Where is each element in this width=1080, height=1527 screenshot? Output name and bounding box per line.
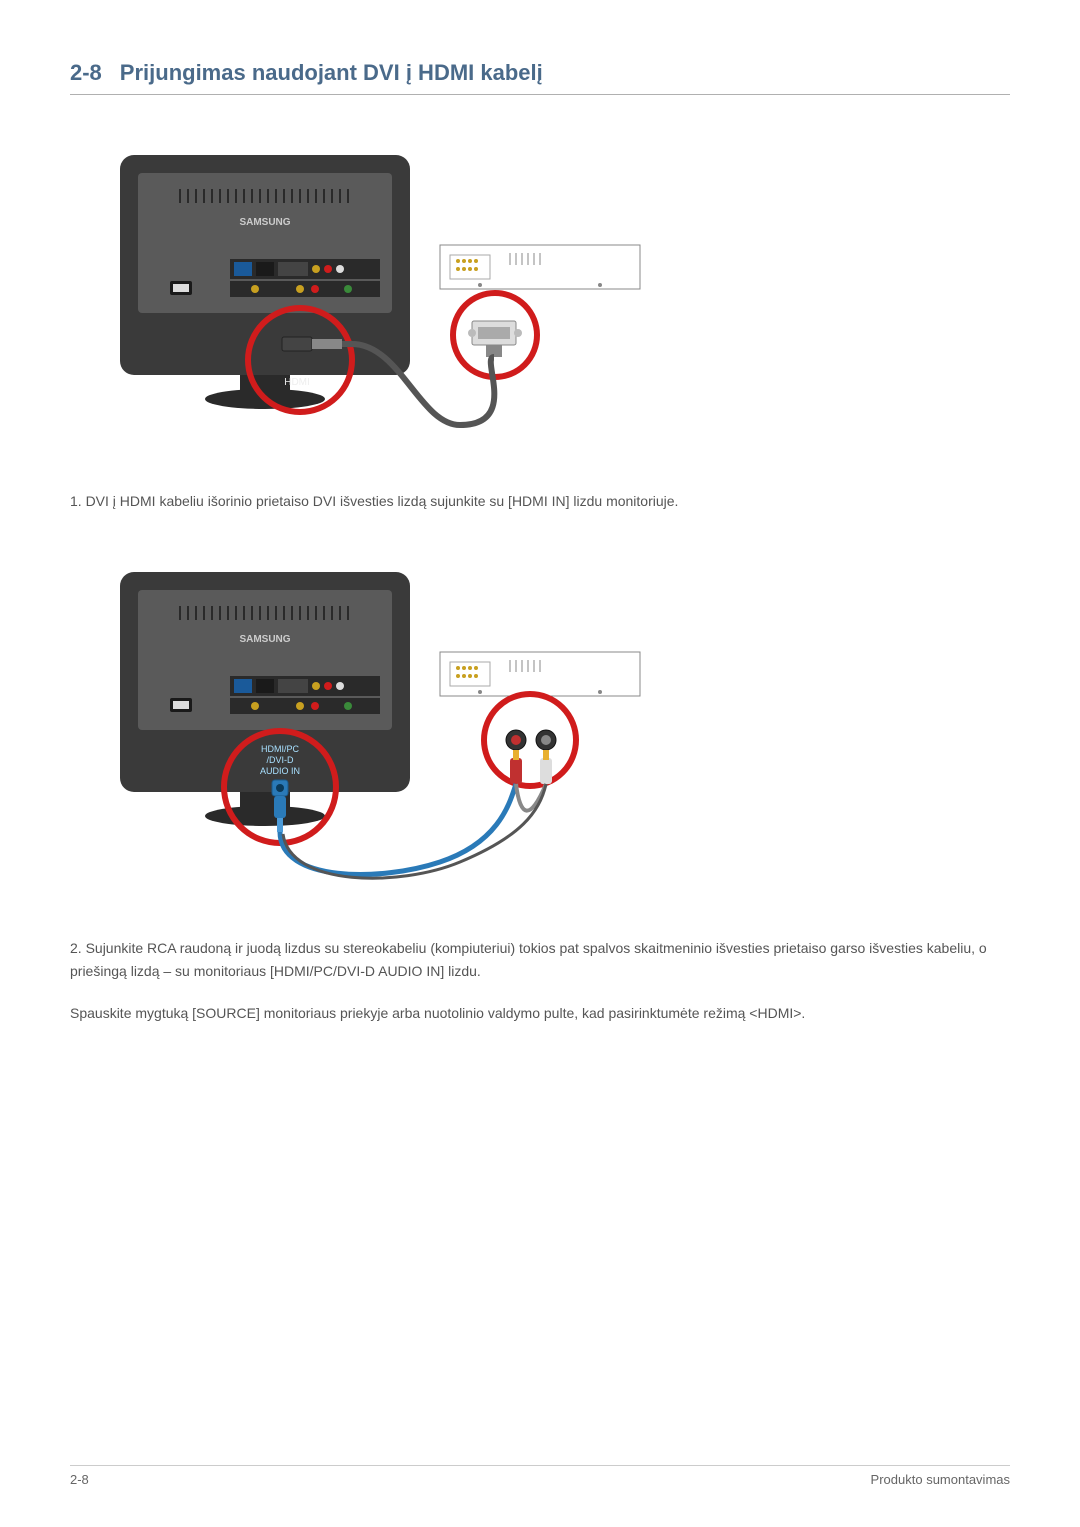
spacer	[70, 532, 1010, 562]
audio-port-label-3: AUDIO IN	[260, 766, 300, 776]
audio-port-label-2: /DVI-D	[267, 755, 295, 765]
hdmi-port-label: HDMI	[284, 377, 310, 388]
paragraph-3: Spauskite mygtuką [SOURCE] monitoriaus p…	[70, 1002, 1010, 1024]
hdmi-diagram-svg: SAMSUNG	[100, 145, 660, 455]
footer-section-name: Produkto sumontavimas	[871, 1472, 1010, 1487]
monitor-brand-label: SAMSUNG	[239, 217, 290, 228]
section-number: 2-8	[70, 60, 102, 86]
footer-page-number: 2-8	[70, 1472, 89, 1487]
paragraph-1: 1. DVI į HDMI kabeliu išorinio prietaiso…	[70, 490, 1010, 512]
audio-port-label-1: HDMI/PC	[261, 744, 300, 754]
page-footer: 2-8 Produkto sumontavimas	[70, 1465, 1010, 1487]
paragraph-2: 2. Sujunkite RCA raudoną ir juodą lizdus…	[70, 937, 1010, 982]
document-page: 2-8 Prijungimas naudojant DVI į HDMI kabe…	[0, 0, 1080, 1527]
section-header: 2-8 Prijungimas naudojant DVI į HDMI kabe…	[70, 60, 1010, 95]
diagram-hdmi-connection: SAMSUNG	[100, 145, 1010, 460]
monitor-brand-label-2: SAMSUNG	[239, 634, 290, 645]
section-title: 2-8 Prijungimas naudojant DVI į HDMI kabe…	[70, 60, 1010, 86]
diagram-audio-connection: SAMSUNG	[100, 562, 1010, 907]
section-title-text: Prijungimas naudojant DVI į HDMI kabelį	[120, 60, 543, 85]
audio-diagram-svg: SAMSUNG	[100, 562, 660, 902]
